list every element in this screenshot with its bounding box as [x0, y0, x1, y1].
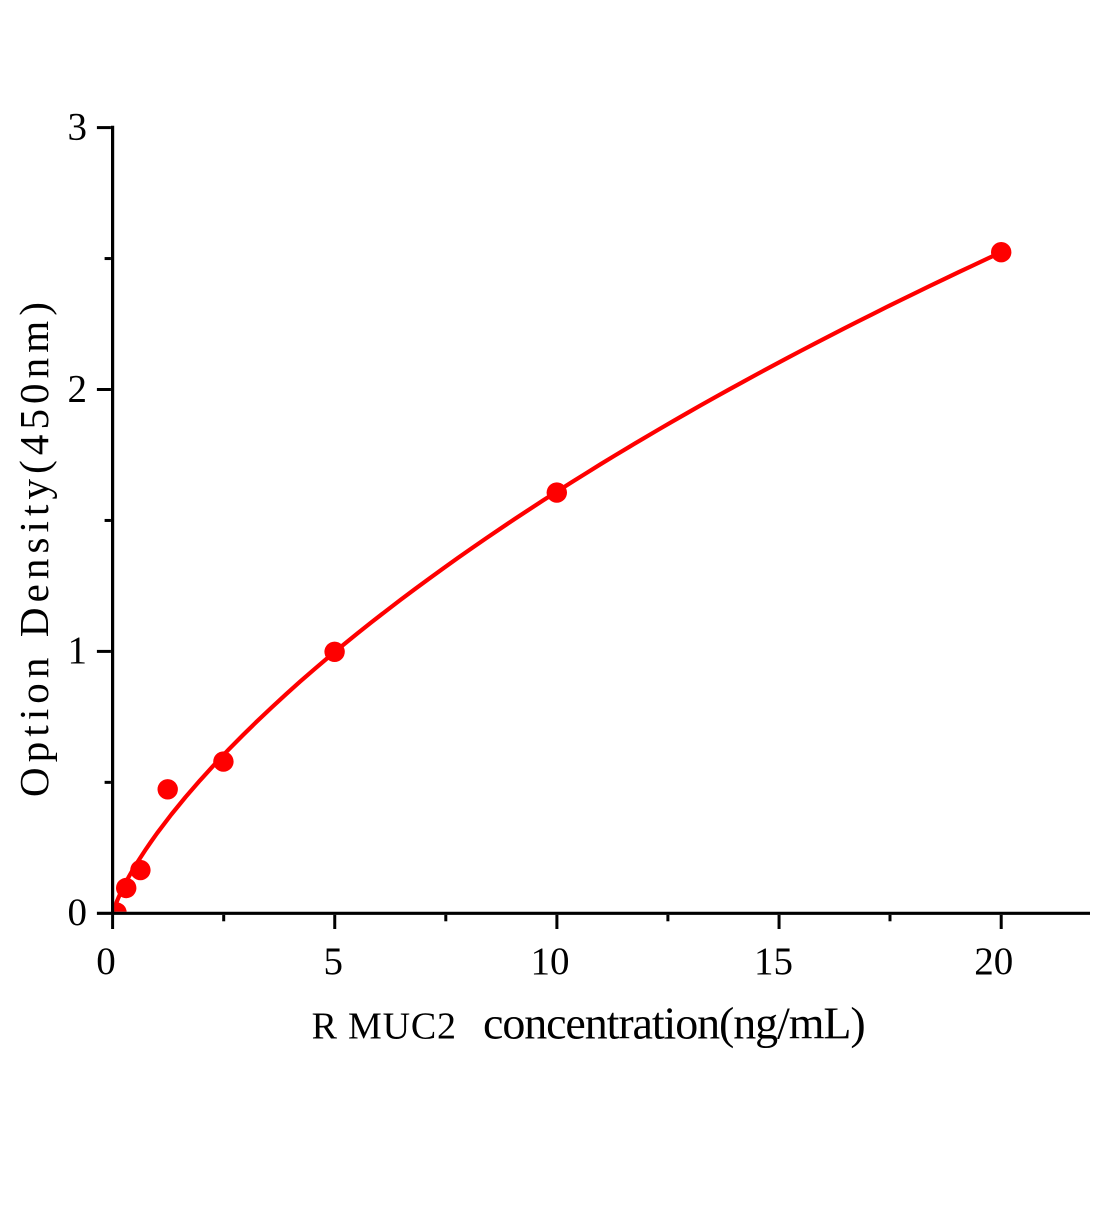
svg-text:Option Density(450nm): Option Density(450nm)	[11, 297, 57, 797]
svg-text:10: 10	[531, 940, 570, 983]
svg-text:2: 2	[68, 367, 88, 410]
svg-text:R MUC2: R MUC2	[312, 1005, 457, 1047]
svg-text:0: 0	[96, 940, 116, 983]
svg-text:0: 0	[68, 891, 88, 934]
svg-text:20: 20	[974, 940, 1013, 983]
svg-text:5: 5	[324, 940, 344, 983]
svg-text:1: 1	[68, 629, 88, 672]
svg-text:15: 15	[754, 940, 793, 983]
svg-text:concentration(ng/mL): concentration(ng/mL)	[483, 997, 865, 1048]
svg-text:3: 3	[68, 105, 88, 148]
